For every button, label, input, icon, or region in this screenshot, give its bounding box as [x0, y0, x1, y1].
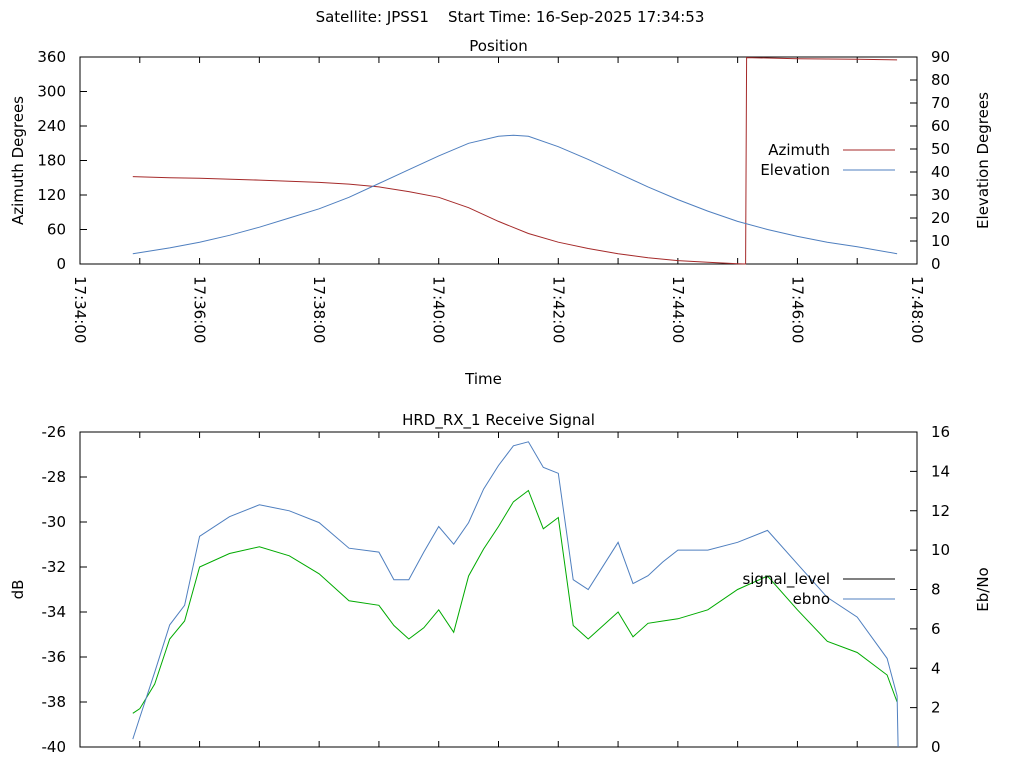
- y2-tick-label: 20: [931, 209, 950, 227]
- x-tick-label: 17:46:00: [788, 276, 806, 343]
- legend-label: ebno: [793, 590, 830, 608]
- y2-tick-label: 14: [931, 462, 950, 480]
- y-tick-label: 360: [37, 48, 66, 66]
- x-tick-label: 17:44:00: [669, 276, 687, 343]
- y-tick-label: -34: [42, 603, 67, 621]
- y2-tick-label: 80: [931, 71, 950, 89]
- x-tick-label: 17:40:00: [430, 276, 448, 343]
- y2-tick-label: 60: [931, 117, 950, 135]
- page-title: Satellite: JPSS1 Start Time: 16-Sep-2025…: [316, 8, 705, 26]
- x-axis-label: Time: [464, 370, 502, 388]
- y2-tick-label: 4: [931, 659, 941, 677]
- y2-tick-label: 50: [931, 140, 950, 158]
- x-tick-label: 17:42:00: [549, 276, 567, 343]
- y2-tick-label: 90: [931, 48, 950, 66]
- y-tick-label: -26: [42, 423, 67, 441]
- y2-tick-label: 40: [931, 163, 950, 181]
- y2-tick-label: 0: [931, 738, 941, 756]
- y2-tick-label: 0: [931, 255, 941, 273]
- y2-tick-label: 6: [931, 620, 941, 638]
- y2-tick-label: 8: [931, 581, 941, 599]
- y-tick-label: 240: [37, 117, 66, 135]
- y2-tick-label: 12: [931, 502, 950, 520]
- y2-tick-label: 30: [931, 186, 950, 204]
- y-tick-label: 0: [56, 255, 66, 273]
- series-line-azimuth: [132, 57, 898, 265]
- y2-axis-label: Elevation Degrees: [974, 92, 992, 229]
- y-tick-label: 300: [37, 83, 66, 101]
- chart-title: Position: [469, 37, 527, 55]
- y-tick-label: -38: [42, 693, 67, 711]
- y2-tick-label: 16: [931, 423, 950, 441]
- y-tick-label: -32: [42, 558, 67, 576]
- series-line-elevation: [132, 134, 898, 255]
- y-tick-label: -30: [42, 513, 67, 531]
- y2-axis-label: Eb/No: [974, 567, 992, 611]
- y2-tick-label: 10: [931, 541, 950, 559]
- y-tick-label: -40: [42, 738, 67, 756]
- x-tick-label: 17:48:00: [908, 276, 926, 343]
- legend-label: Elevation: [760, 161, 830, 179]
- x-tick-label: 17:36:00: [191, 276, 209, 343]
- y-tick-label: -36: [42, 648, 67, 666]
- series-line-signal-level: [132, 489, 898, 714]
- x-tick-label: 17:38:00: [310, 276, 328, 343]
- series-line-ebno: [132, 441, 899, 748]
- y2-tick-label: 2: [931, 699, 941, 717]
- y-axis-label: Azimuth Degrees: [9, 96, 27, 225]
- plot-frame: [79, 431, 918, 748]
- y2-tick-label: 70: [931, 94, 950, 112]
- legend-label: signal_level: [742, 570, 830, 589]
- y-tick-label: 180: [37, 152, 66, 170]
- y-tick-label: 120: [37, 186, 66, 204]
- x-tick-label: 17:34:00: [71, 276, 89, 343]
- y2-tick-label: 10: [931, 232, 950, 250]
- receive-signal-chart: HRD_RX_1 Receive Signal -40 -38 -36 -34 -32 -3…: [9, 411, 992, 756]
- legend-label: Azimuth: [768, 141, 830, 159]
- chart-title: HRD_RX_1 Receive Signal: [402, 411, 595, 430]
- y-tick-label: -28: [42, 468, 67, 486]
- position-chart: Position 0 60 120 180 240 300 360 0 10 20 30 40 50 60 7…: [9, 37, 992, 388]
- y-tick-label: 60: [47, 221, 66, 239]
- y-axis-label: dB: [9, 580, 27, 600]
